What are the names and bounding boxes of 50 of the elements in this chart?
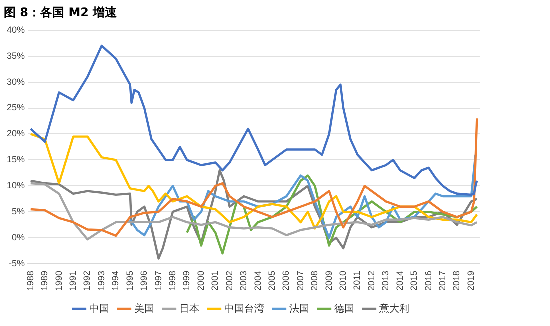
x-tick-label: 2007 bbox=[295, 270, 306, 292]
x-tick-label: 1997 bbox=[153, 270, 164, 292]
legend-label: 中国台湾 bbox=[224, 302, 264, 315]
x-tick-label: 2019 bbox=[466, 270, 476, 292]
x-tick-label: 2008 bbox=[310, 270, 320, 292]
x-tick-label: 2009 bbox=[324, 270, 334, 292]
y-tick-label: 35% bbox=[7, 50, 26, 61]
x-tick-label: 1990 bbox=[54, 270, 64, 292]
x-tick-label: 2000 bbox=[196, 270, 206, 292]
x-tick-label: 2004 bbox=[252, 270, 263, 292]
x-tick-label: 2003 bbox=[238, 270, 249, 292]
y-tick-label: 25% bbox=[7, 102, 26, 113]
x-tick-label: 1988 bbox=[25, 270, 36, 292]
legend-label: 德国 bbox=[334, 304, 354, 315]
x-tick-label: 1989 bbox=[40, 270, 50, 292]
x-tick-label: 2006 bbox=[281, 270, 292, 292]
x-tick-label: 2013 bbox=[380, 270, 391, 292]
chart-title: 图 8：各国 M2 增速 bbox=[4, 5, 118, 20]
x-tick-label: 2005 bbox=[266, 270, 277, 292]
y-tick-label: 30% bbox=[7, 76, 26, 87]
y-tick-label: 15% bbox=[7, 154, 26, 165]
legend-label: 美国 bbox=[134, 302, 154, 315]
x-tick-label: 1998 bbox=[167, 270, 178, 292]
x-tick-label: 2012 bbox=[366, 270, 376, 292]
x-tick-label: 1995 bbox=[124, 270, 135, 292]
x-tick-label: 1994 bbox=[110, 270, 121, 292]
x-tick-label: 1993 bbox=[96, 270, 106, 292]
y-tick-label: -5% bbox=[9, 258, 26, 268]
y-tick-label: 10% bbox=[7, 180, 26, 191]
legend-label: 法国 bbox=[290, 302, 310, 315]
x-tick-label: 2011 bbox=[352, 270, 362, 290]
x-tick-label: 2015 bbox=[409, 270, 420, 292]
x-tick-label: 2018 bbox=[452, 270, 462, 292]
legend-label: 中国 bbox=[90, 302, 110, 315]
x-tick-label: 2002 bbox=[224, 270, 234, 292]
x-tick-label: 2010 bbox=[338, 270, 348, 292]
x-tick-label: 2014 bbox=[394, 270, 405, 292]
x-tick-label: 2016 bbox=[423, 270, 434, 292]
x-tick-label: 1992 bbox=[82, 270, 92, 292]
y-tick-label: 5% bbox=[12, 206, 26, 217]
x-tick-label: 1991 bbox=[68, 270, 78, 292]
legend-label: 意大利 bbox=[378, 302, 410, 315]
y-tick-label: 20% bbox=[7, 128, 26, 139]
x-tick-label: 2001 bbox=[210, 270, 220, 292]
y-tick-label: 0% bbox=[12, 232, 26, 243]
x-tick-label: 1996 bbox=[139, 270, 150, 292]
x-tick-label: 1999 bbox=[182, 270, 192, 292]
y-tick-label: 40% bbox=[7, 24, 26, 35]
legend-label: 日本 bbox=[180, 302, 200, 315]
x-tick-label: 2017 bbox=[438, 270, 448, 292]
